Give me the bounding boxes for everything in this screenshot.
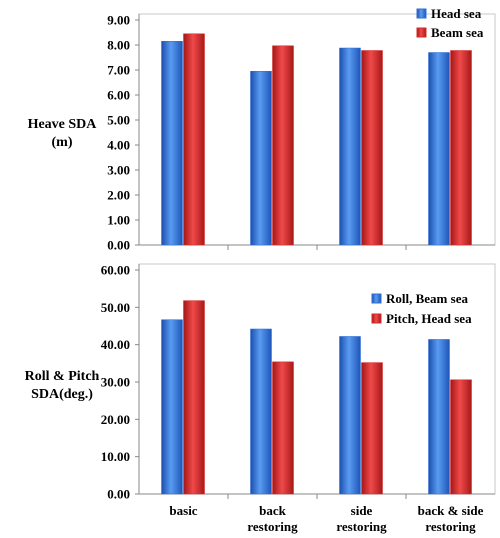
legend-swatch [416, 8, 427, 19]
y-tick-label: 9.00 [107, 13, 130, 28]
legend-label: Head sea [431, 6, 482, 21]
x-tick-label: back restoring [247, 503, 298, 534]
bar-red [361, 50, 383, 246]
bar-red [183, 33, 205, 246]
y-tick-label: 10.00 [101, 449, 130, 464]
bar-blue [339, 47, 361, 246]
legend-swatch [371, 313, 382, 324]
bar-red [361, 362, 383, 495]
roll-pitch-chart: 0.00 10.00 20.00 30.00 40.00 50.00 60.00 Roll &… [25, 263, 496, 534]
bar-blue [428, 52, 450, 246]
legend-label: Roll, Beam sea [386, 291, 468, 306]
y-tick-label: 6.00 [107, 88, 130, 103]
legend-swatch [416, 27, 427, 38]
y-tick-label: 0.00 [107, 238, 130, 253]
y-tick-label: 8.00 [107, 38, 130, 53]
legend-swatch [371, 293, 382, 304]
y-axis-label: Heave SDA (m) [28, 117, 98, 150]
bar-red [272, 361, 294, 495]
y-tick-label: 50.00 [101, 300, 130, 315]
y-tick-label: 0.00 [107, 487, 130, 502]
bar-red [272, 45, 294, 246]
y-tick-label: 4.00 [107, 138, 130, 153]
bar-red [183, 300, 205, 495]
x-tick-label: back & side restoring [418, 503, 484, 534]
y-tick-label: 2.00 [107, 188, 130, 203]
bar-red [450, 379, 472, 495]
legend-label: Pitch, Head sea [386, 311, 472, 326]
y-tick-label: 30.00 [101, 375, 130, 390]
y-axis-label: Roll & Pitch SDA(deg.) [25, 369, 100, 402]
legend-label: Beam sea [431, 25, 484, 40]
y-tick-label: 40.00 [101, 337, 130, 352]
y-tick-label: 20.00 [101, 412, 130, 427]
y-tick-label: 5.00 [107, 113, 130, 128]
bar-blue [250, 71, 272, 246]
y-tick-label: 60.00 [101, 263, 130, 278]
heave-chart: 0.00 1.00 2.00 3.00 4.00 5.00 6.00 7.00 8.00 9.00… [28, 6, 496, 253]
x-tick-label: side restoring [336, 503, 387, 534]
y-tick-label: 3.00 [107, 163, 130, 178]
bar-red [450, 50, 472, 246]
bar-blue [161, 41, 183, 246]
x-tick-label: basic [169, 503, 197, 518]
bar-blue [161, 319, 183, 495]
y-tick-label: 7.00 [107, 63, 130, 78]
bar-blue [339, 336, 361, 495]
bar-blue [250, 328, 272, 495]
y-tick-label: 1.00 [107, 213, 130, 228]
bar-blue [428, 339, 450, 495]
